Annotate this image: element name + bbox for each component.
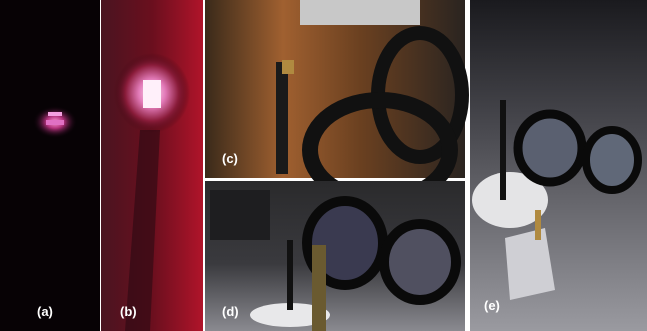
- panel-label: (d): [222, 304, 239, 319]
- panel-label: (c): [222, 151, 238, 166]
- panel-b: (b): [101, 0, 203, 331]
- panel-e: (e): [470, 0, 647, 331]
- panel-c: (c): [205, 0, 465, 200]
- panel-label: (e): [484, 298, 500, 313]
- panel-a: (a): [0, 0, 100, 331]
- panel-d: (d): [205, 181, 465, 331]
- figure: (a) (b) (c) (d) (e): [0, 0, 647, 331]
- panel-label: (b): [120, 304, 137, 319]
- panel-label: (a): [37, 304, 53, 319]
